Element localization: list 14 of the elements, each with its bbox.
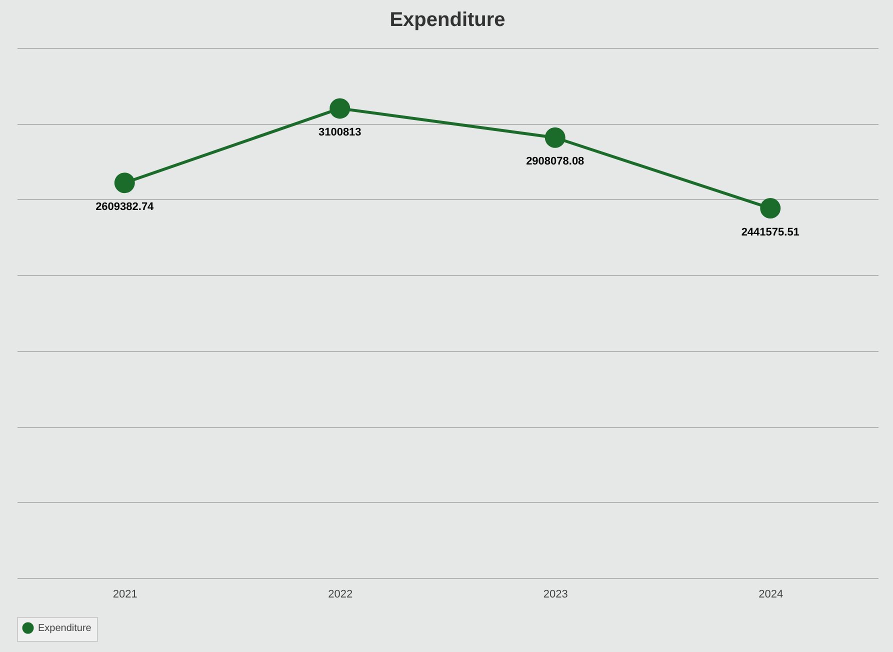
point bbox=[760, 198, 781, 218]
data-label: 3100813 bbox=[318, 126, 362, 138]
point bbox=[544, 127, 566, 148]
x-tick-label: 2023 bbox=[543, 588, 568, 600]
data-label: 2908078.08 bbox=[526, 156, 584, 168]
point bbox=[114, 172, 135, 194]
legend-label: Expenditure bbox=[38, 623, 92, 634]
x-tick-label: 2022 bbox=[328, 588, 353, 600]
data-label: 2441575.51 bbox=[741, 226, 800, 238]
x-tick-label: 2024 bbox=[758, 588, 784, 600]
x-tick-label: 2021 bbox=[112, 588, 138, 600]
chart-title: Expenditure bbox=[390, 9, 506, 31]
data-label: 2609382.74 bbox=[96, 200, 155, 213]
point bbox=[330, 98, 350, 119]
